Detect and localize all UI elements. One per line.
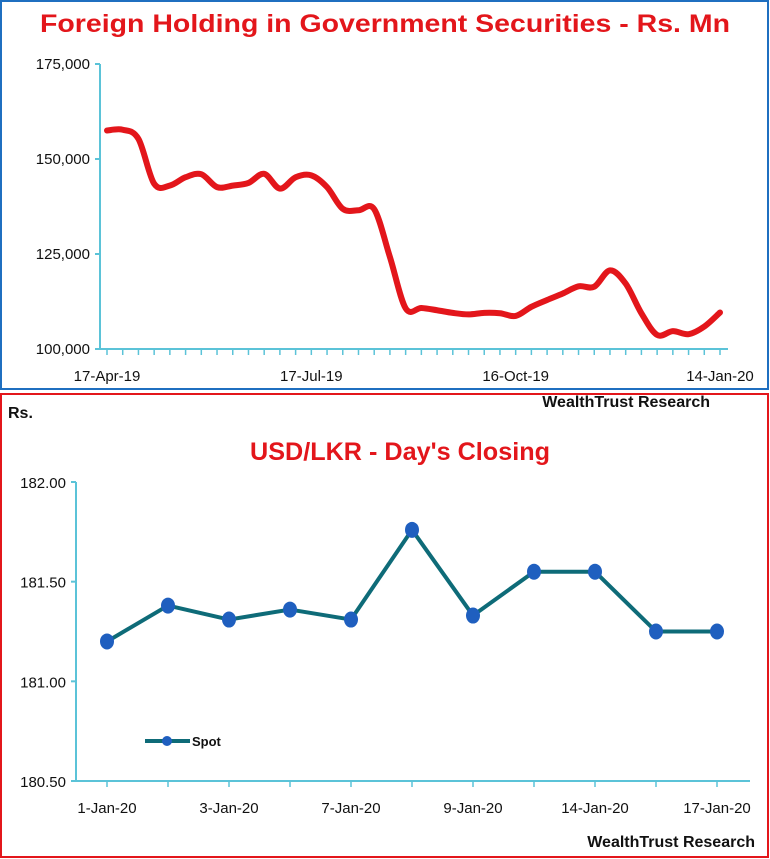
usd-lkr-chart: Rs. USD/LKR - Day's Closing 180.50 181.00… xyxy=(8,405,755,851)
y-tick-label: 181.00 xyxy=(20,674,66,691)
data-point xyxy=(527,563,541,580)
y-tick-label: 182.00 xyxy=(20,475,66,492)
data-point xyxy=(710,623,724,640)
y-axis-label: Rs. xyxy=(8,405,33,422)
data-point xyxy=(161,597,175,614)
chart-title: USD/LKR - Day's Closing xyxy=(250,438,550,466)
bottom-panel-border xyxy=(0,393,769,858)
y-tick-label: 125,000 xyxy=(36,246,90,263)
x-tick-label: 17-Jul-19 xyxy=(280,368,343,385)
y-tick-label: 100,000 xyxy=(36,341,90,358)
x-tick-label: 1-Jan-20 xyxy=(77,800,136,817)
series-line xyxy=(104,126,723,339)
x-tick-label: 16-Oct-19 xyxy=(482,368,549,385)
data-point xyxy=(588,563,602,580)
data-point xyxy=(222,611,236,628)
data-point xyxy=(405,521,419,538)
legend-label: Spot xyxy=(192,734,222,749)
x-tick-label: 9-Jan-20 xyxy=(443,800,502,817)
x-tick-label: 3-Jan-20 xyxy=(199,800,258,817)
y-tick-label: 180.50 xyxy=(20,774,66,791)
data-point xyxy=(649,623,663,640)
data-point xyxy=(283,601,297,618)
data-point xyxy=(466,607,480,624)
legend-marker xyxy=(162,736,172,746)
x-tick-label: 17-Apr-19 xyxy=(74,368,141,385)
legend: Spot xyxy=(145,734,222,749)
x-tick-label: 14-Jan-20 xyxy=(686,368,754,385)
data-point xyxy=(344,611,358,628)
y-tick-label: 150,000 xyxy=(36,151,90,168)
data-point xyxy=(100,633,114,650)
x-tick-label: 14-Jan-20 xyxy=(561,800,629,817)
series-line xyxy=(105,527,717,644)
source-label: WealthTrust Research xyxy=(542,394,710,411)
chart-title: Foreign Holding in Government Securities… xyxy=(40,10,730,38)
source-label: WealthTrust Research xyxy=(587,834,755,851)
y-tick-label: 175,000 xyxy=(36,56,90,73)
x-tick-label: 7-Jan-20 xyxy=(321,800,380,817)
top-panel-border xyxy=(0,0,769,390)
foreign-holding-chart: Foreign Holding in Government Securities… xyxy=(36,10,754,411)
y-tick-label: 181.50 xyxy=(20,575,66,592)
x-tick-label: 17-Jan-20 xyxy=(683,800,751,817)
